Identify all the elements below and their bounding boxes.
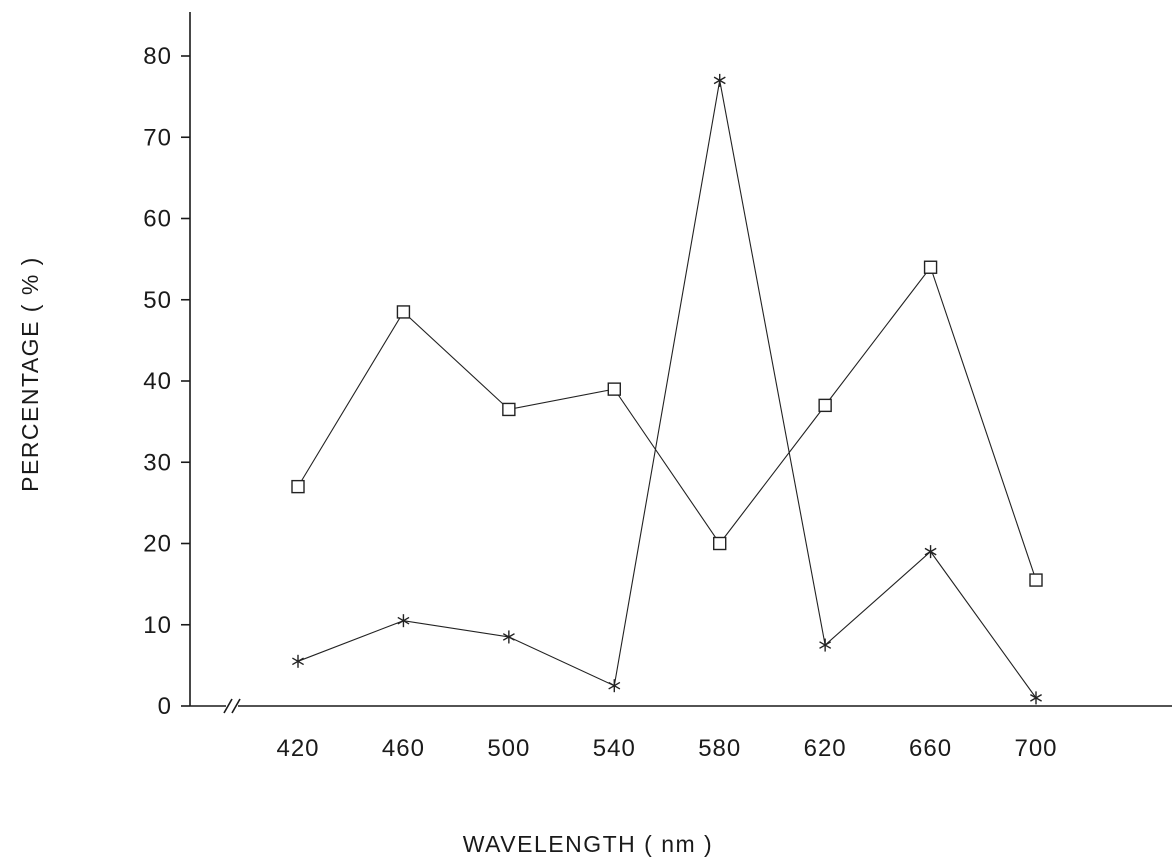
x-axis-break-mark [223,698,241,714]
axis-break-stroke [231,698,241,714]
data-point-asterisk [713,73,726,87]
data-point-asterisk [1030,691,1042,705]
y-tick-label: 20 [143,531,172,558]
data-point-asterisk [502,630,515,644]
data-point-square [1029,573,1043,587]
data-point-asterisk [819,638,832,652]
data-point-asterisk [608,679,621,693]
series-line [297,266,1037,581]
x-tick-label: 700 [1014,735,1057,762]
x-tick-label: 420 [276,735,319,762]
y-tick-label: 60 [143,206,172,233]
series-line [297,80,1037,699]
x-axis-title: WAVELENGTH ( nm ) [463,831,713,857]
series-layer [291,73,1043,705]
y-axis-ticks: 0 10 20 30 40 50 60 70 80 [143,43,190,720]
data-point-square [502,402,516,417]
x-tick-label: 460 [382,735,425,762]
x-tick-label: 500 [487,735,530,762]
data-point-asterisk [292,654,304,668]
y-tick-label: 80 [143,43,172,70]
y-tick-label: 50 [143,287,172,314]
y-tick-label: 0 [158,693,172,720]
axes [189,12,1172,714]
x-tick-label: 620 [804,735,847,762]
y-tick-label: 40 [143,368,172,395]
data-point-square [923,260,938,274]
data-point-square [396,305,411,319]
x-axis-ticks: 420 460 500 540 580 620 660 700 [276,735,1057,762]
data-point-square [291,479,305,494]
y-tick-label: 70 [143,124,172,151]
x-tick-label: 540 [593,735,636,762]
x-tick-label: 660 [909,735,952,762]
data-point-asterisk [924,545,937,559]
data-point-square [818,398,832,413]
axis-break-stroke [223,698,233,714]
data-point-asterisk [397,614,410,628]
x-tick-label: 580 [698,735,741,762]
y-tick-label: 10 [143,612,172,639]
data-point-square [713,536,727,551]
series-asterisk [292,73,1042,705]
series-square [291,260,1043,587]
data-point-square [607,382,621,396]
y-axis-title: PERCENTAGE ( % ) [17,256,43,492]
y-tick-label: 30 [143,449,172,476]
